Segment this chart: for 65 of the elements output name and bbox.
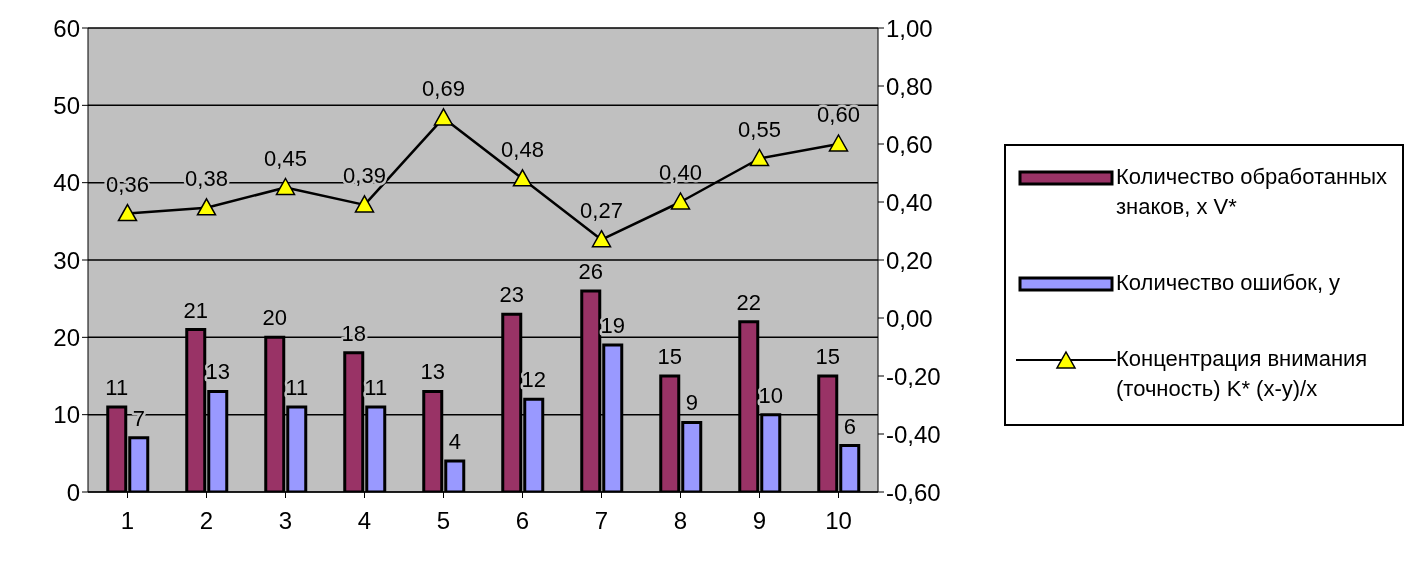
data-label: 4 bbox=[448, 429, 461, 455]
data-label: 19 bbox=[600, 313, 625, 339]
data-label: 26 bbox=[578, 258, 603, 284]
y2-tick-label: 0,60 bbox=[886, 130, 933, 158]
data-label: 13 bbox=[205, 359, 230, 385]
legend-label: Количество ошибок, y bbox=[1116, 269, 1341, 297]
x-tick-label: 1 bbox=[120, 507, 135, 535]
legend-label: Концентрация внимания (точность) K* (x-y)/x bbox=[1116, 345, 1369, 403]
y-tick-label: 40 bbox=[53, 169, 80, 197]
point bbox=[591, 229, 612, 248]
data-label: 0,27 bbox=[580, 197, 623, 223]
y-tick-label: 20 bbox=[53, 323, 80, 351]
data-label: 21 bbox=[183, 297, 208, 323]
data-label: 6 bbox=[843, 413, 856, 439]
data-label: 12 bbox=[521, 367, 546, 393]
point bbox=[749, 148, 770, 167]
data-label: 11 bbox=[364, 374, 388, 400]
point bbox=[433, 108, 454, 126]
data-label: 0,39 bbox=[343, 162, 386, 188]
y2-tick-label: 0,20 bbox=[886, 246, 933, 274]
legend-label: Количество обработанных знаков, x V* bbox=[1116, 163, 1389, 221]
y-tick-label: 10 bbox=[53, 401, 80, 429]
y2-tick-label: -0,40 bbox=[886, 420, 941, 448]
data-label: 23 bbox=[499, 282, 524, 308]
data-label: 0,40 bbox=[659, 160, 702, 185]
x-tick-label: 7 bbox=[594, 507, 609, 535]
y-tick-label: 50 bbox=[53, 91, 80, 119]
x-tick-label: 4 bbox=[357, 507, 372, 535]
y-tick-label: 60 bbox=[53, 14, 80, 42]
y2-tick-label: 0,00 bbox=[886, 304, 933, 332]
point bbox=[354, 195, 375, 213]
point bbox=[828, 134, 849, 152]
point bbox=[117, 203, 138, 222]
data-label: 20 bbox=[262, 305, 287, 331]
data-label: 22 bbox=[736, 289, 761, 315]
y2-tick-label: 0,40 bbox=[886, 188, 933, 216]
point bbox=[275, 177, 296, 196]
point bbox=[512, 169, 533, 187]
data-label: 15 bbox=[815, 344, 840, 369]
x-tick-label: 2 bbox=[199, 507, 214, 535]
data-label: 15 bbox=[657, 344, 682, 369]
x-tick-label: 9 bbox=[752, 507, 767, 535]
data-label: 10 bbox=[758, 382, 783, 408]
data-label: 0,69 bbox=[422, 75, 465, 101]
x-tick-label: 10 bbox=[825, 507, 852, 535]
x-tick-label: 6 bbox=[515, 507, 530, 535]
y2-tick-label: 0,80 bbox=[886, 72, 933, 100]
data-label: 0,55 bbox=[738, 116, 781, 142]
data-label: 0,48 bbox=[501, 136, 544, 162]
data-label: 13 bbox=[420, 359, 445, 385]
point bbox=[670, 192, 691, 210]
x-tick-label: 8 bbox=[673, 507, 688, 535]
y2-tick-label: 1,00 bbox=[886, 14, 933, 42]
x-tick-label: 5 bbox=[436, 507, 451, 535]
y-tick-label: 30 bbox=[53, 246, 80, 274]
data-label: 9 bbox=[685, 390, 698, 416]
y2-tick-label: -0,60 bbox=[886, 478, 941, 506]
point bbox=[196, 198, 217, 216]
data-label: 0,45 bbox=[264, 145, 307, 171]
data-label: 0,60 bbox=[817, 102, 860, 127]
y2-tick-label: -0,20 bbox=[886, 362, 941, 390]
data-label: 11 bbox=[285, 374, 309, 400]
data-label: 11 bbox=[105, 374, 129, 400]
y-tick-label: 0 bbox=[66, 478, 80, 506]
x-tick-label: 3 bbox=[278, 507, 293, 535]
